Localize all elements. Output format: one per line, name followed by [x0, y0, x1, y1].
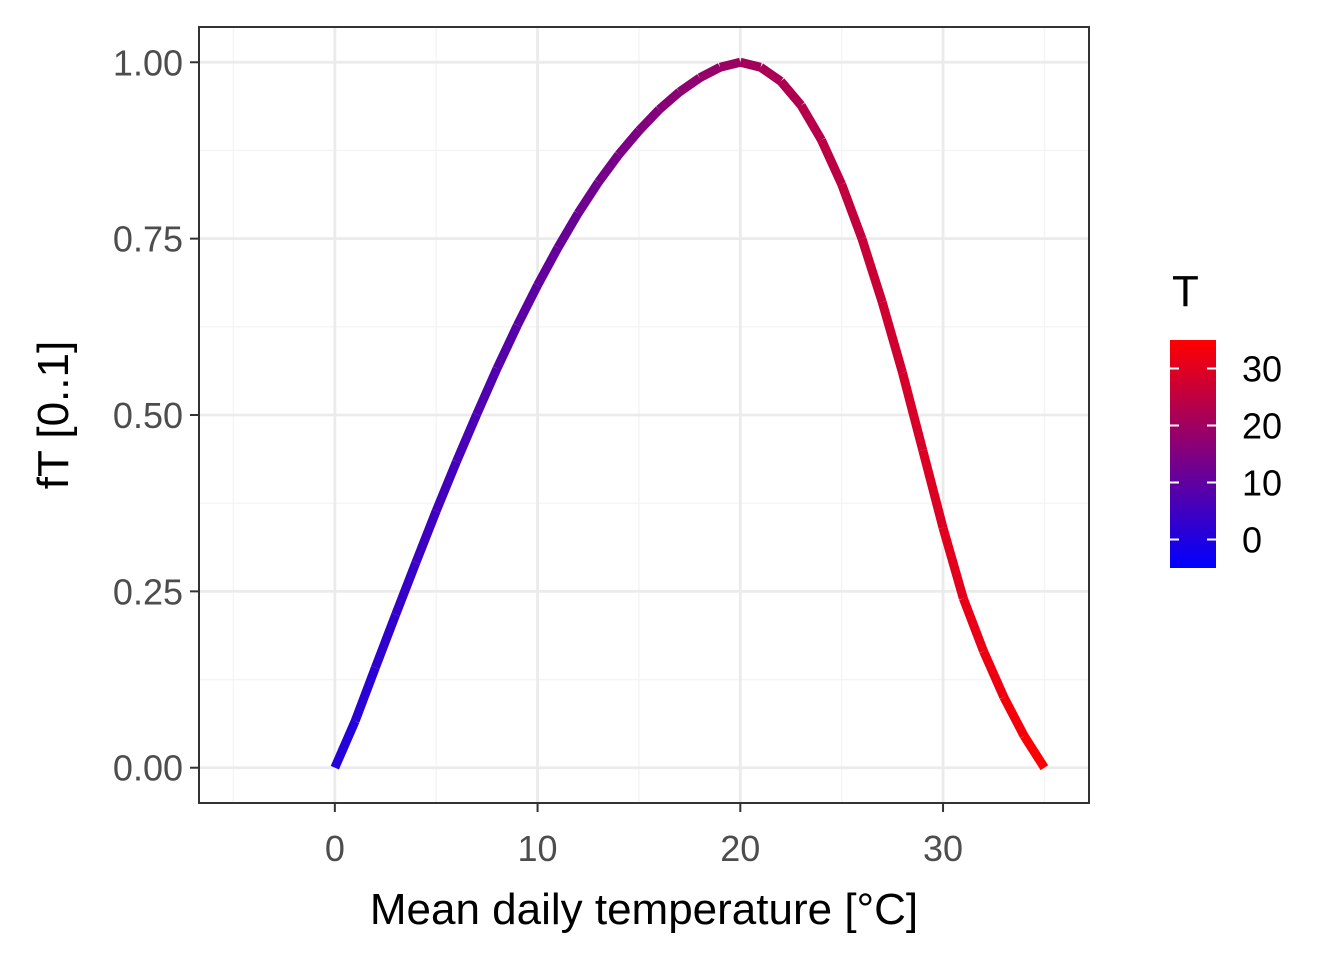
curve-segment [330, 719, 360, 770]
curve-segment [350, 665, 380, 723]
curve-segment [492, 323, 522, 371]
x-tick-label: 20 [720, 828, 760, 869]
x-tick-label: 30 [923, 828, 963, 869]
curve-segment [979, 649, 1008, 700]
curve-segment [739, 57, 762, 72]
y-tick-label: 1.00 [113, 42, 183, 83]
fT-curve [330, 57, 1049, 771]
y-tick-label: 0.00 [113, 748, 183, 789]
curve-segment [877, 300, 907, 374]
curve-segment [391, 560, 421, 617]
curve-segment [371, 613, 400, 670]
curve-segment [533, 245, 562, 288]
curve-segment [938, 526, 968, 600]
legend-tick-label: 20 [1242, 406, 1282, 447]
x-tick-label: 0 [325, 828, 345, 869]
curve-segment [959, 596, 988, 653]
y-tick-label: 0.25 [113, 571, 183, 612]
legend-tick-label: 30 [1242, 349, 1282, 390]
curve-segment [574, 179, 603, 216]
curve-segment [797, 103, 826, 143]
colorbar [1170, 340, 1216, 568]
y-axis-title: fT [0..1] [29, 341, 78, 489]
curve-segment [777, 78, 805, 109]
curve-segment [918, 449, 948, 530]
y-tick-label: 0.50 [113, 395, 183, 436]
curve-segment [635, 106, 663, 134]
curve-segment [1020, 733, 1049, 771]
curve-segment [718, 57, 742, 72]
x-tick-label: 10 [518, 828, 558, 869]
curve-segment [837, 182, 867, 241]
curve-segment [615, 127, 643, 158]
legend-title: T [1172, 267, 1199, 316]
curve-segment [432, 459, 461, 513]
y-axis: 0.00 0.25 0.50 0.75 1.00 [113, 42, 199, 789]
curve-segment [817, 138, 846, 187]
curve-segment [594, 152, 623, 185]
curve-segment [898, 371, 928, 452]
curve-segment [656, 88, 683, 113]
curve-segment [758, 63, 784, 86]
x-axis-title: Mean daily temperature [°C] [370, 885, 918, 934]
legend-tick-label: 10 [1242, 463, 1282, 504]
curve-segment [676, 74, 703, 96]
curve-segment [857, 237, 887, 304]
curve-segment [697, 63, 723, 82]
curve-segment [513, 283, 542, 328]
curve-segment [472, 366, 502, 417]
y-tick-label: 0.75 [113, 219, 183, 260]
curve-segment [411, 509, 441, 565]
legend: T 0 10 20 30 [1170, 267, 1282, 568]
grid [199, 27, 1089, 803]
curve-segment [999, 695, 1029, 739]
x-axis: 0 10 20 30 [325, 803, 963, 869]
curve-segment [553, 210, 582, 251]
legend-tick-label: 0 [1242, 520, 1262, 561]
curve-segment [452, 412, 481, 464]
